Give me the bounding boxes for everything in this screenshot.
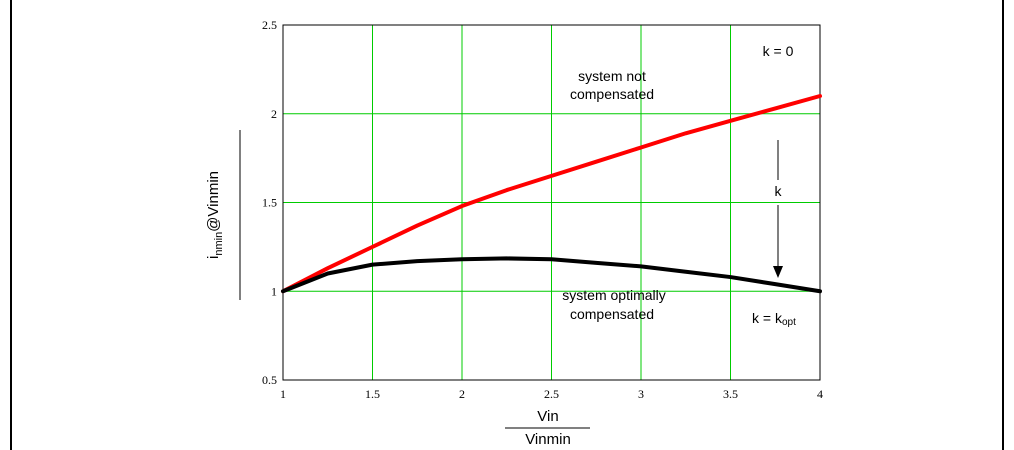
chart-grid xyxy=(283,25,820,380)
plot-area xyxy=(282,24,821,381)
x-tick-label: 4 xyxy=(817,387,823,401)
annotation-k-opt-subscript: opt xyxy=(782,317,796,328)
y-tick-label: 1 xyxy=(271,284,277,298)
x-tick-label: 1 xyxy=(280,387,286,401)
x-tick-label: 2.5 xyxy=(544,387,559,401)
y-axis-label-tail: @Vinmin xyxy=(205,171,222,232)
annotation-not-compensated-line1: system not xyxy=(578,68,646,84)
y-axis-label: inmin@Vinmin xyxy=(205,171,225,259)
annotation-k-opt-prefix: k = k xyxy=(752,310,783,326)
series-line-not-compensated xyxy=(281,94,822,294)
x-tick-label: 3 xyxy=(638,387,644,401)
y-axis-label-i: i xyxy=(205,256,222,259)
annotation-k-zero: k = 0 xyxy=(763,43,794,59)
x-tick-label: 2 xyxy=(459,387,465,401)
annotation-optimally-line1: system optimally xyxy=(562,287,665,303)
annotation-not-compensated-line2: compensated xyxy=(570,86,654,102)
y-tick-label: 2 xyxy=(271,107,277,121)
y-tick-label: 0.5 xyxy=(262,373,277,387)
y-axis-label-text: inmin@Vinmin xyxy=(205,171,225,259)
y-axis-label-subscript: nmin xyxy=(213,232,225,256)
frame-right-border xyxy=(1002,0,1004,450)
x-axis-label-numerator: Vin xyxy=(537,408,558,425)
x-tick-label: 3.5 xyxy=(723,387,738,401)
x-tick-label: 1.5 xyxy=(365,387,380,401)
series-group xyxy=(281,94,822,294)
y-tick-label: 1.5 xyxy=(262,196,277,210)
annotation-k-arrow-label: k xyxy=(775,183,783,199)
frame-left-border xyxy=(10,0,12,450)
y-tick-label: 2.5 xyxy=(262,18,277,32)
series-line-optimally-compensated xyxy=(281,256,822,294)
tick-labels: 1 1.5 2 2.5 3 3.5 40.511.522.5 xyxy=(262,18,823,401)
x-axis-label-denominator: Vinmin xyxy=(525,431,571,448)
annotation-k-opt: k = kopt xyxy=(752,310,796,328)
k-arrow-head-icon xyxy=(773,266,783,278)
annotation-optimally-line2: compensated xyxy=(570,306,654,322)
